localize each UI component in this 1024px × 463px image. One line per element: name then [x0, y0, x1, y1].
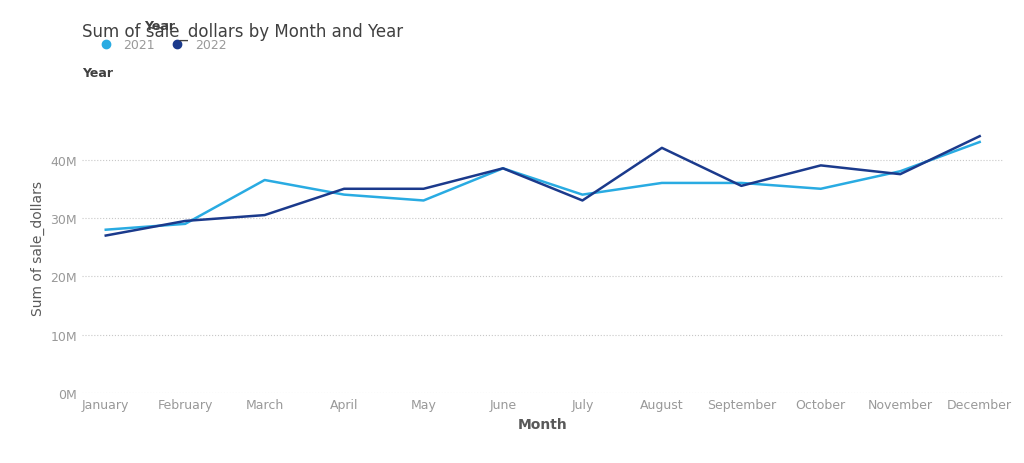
2022: [655, 146, 668, 151]
Text: Year: Year: [82, 67, 113, 80]
2021: [974, 140, 986, 145]
2021: [258, 178, 270, 183]
2021: [655, 181, 668, 186]
2021: [99, 227, 112, 233]
2022: [99, 233, 112, 239]
2022: [974, 134, 986, 140]
2022: [735, 184, 748, 189]
2021: [338, 193, 350, 198]
2022: [418, 187, 430, 192]
2021: [179, 222, 191, 227]
2021: [418, 198, 430, 204]
Text: Sum of sale_dollars by Month and Year: Sum of sale_dollars by Month and Year: [82, 23, 403, 41]
Line: 2022: 2022: [105, 137, 980, 236]
2022: [497, 166, 509, 172]
2022: [577, 198, 589, 204]
2021: [497, 166, 509, 172]
2022: [815, 163, 827, 169]
Legend: 2021, 2022: 2021, 2022: [88, 15, 231, 57]
2022: [894, 172, 906, 177]
2021: [815, 187, 827, 192]
2021: [894, 169, 906, 175]
2022: [179, 219, 191, 224]
2022: [338, 187, 350, 192]
2021: [735, 181, 748, 186]
X-axis label: Month: Month: [518, 417, 567, 431]
2022: [258, 213, 270, 219]
2021: [577, 193, 589, 198]
Y-axis label: Sum of sale_dollars: Sum of sale_dollars: [31, 181, 45, 315]
Line: 2021: 2021: [105, 143, 980, 230]
